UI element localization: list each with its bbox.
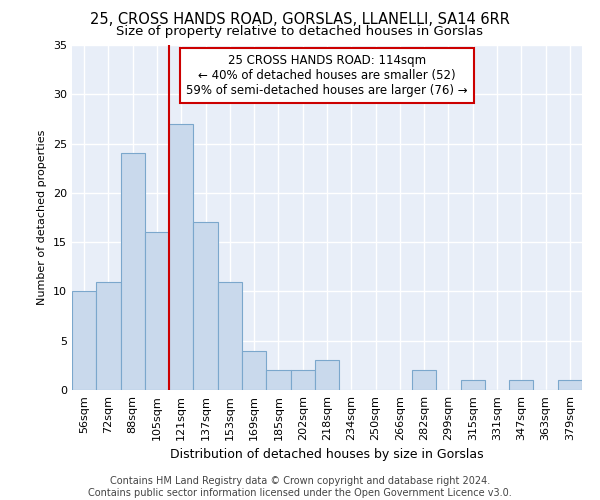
Bar xyxy=(193,222,218,390)
Bar xyxy=(96,282,121,390)
Bar xyxy=(121,154,145,390)
Bar xyxy=(412,370,436,390)
Y-axis label: Number of detached properties: Number of detached properties xyxy=(37,130,47,305)
Text: Size of property relative to detached houses in Gorslas: Size of property relative to detached ho… xyxy=(116,25,484,38)
Bar xyxy=(266,370,290,390)
Text: 25, CROSS HANDS ROAD, GORSLAS, LLANELLI, SA14 6RR: 25, CROSS HANDS ROAD, GORSLAS, LLANELLI,… xyxy=(90,12,510,28)
Bar xyxy=(72,292,96,390)
Text: Contains HM Land Registry data © Crown copyright and database right 2024.
Contai: Contains HM Land Registry data © Crown c… xyxy=(88,476,512,498)
Bar xyxy=(242,350,266,390)
Bar xyxy=(290,370,315,390)
Bar xyxy=(509,380,533,390)
Bar xyxy=(461,380,485,390)
Bar xyxy=(145,232,169,390)
Bar xyxy=(558,380,582,390)
Text: 25 CROSS HANDS ROAD: 114sqm
← 40% of detached houses are smaller (52)
59% of sem: 25 CROSS HANDS ROAD: 114sqm ← 40% of det… xyxy=(186,54,468,96)
Bar xyxy=(315,360,339,390)
X-axis label: Distribution of detached houses by size in Gorslas: Distribution of detached houses by size … xyxy=(170,448,484,462)
Bar xyxy=(218,282,242,390)
Bar xyxy=(169,124,193,390)
